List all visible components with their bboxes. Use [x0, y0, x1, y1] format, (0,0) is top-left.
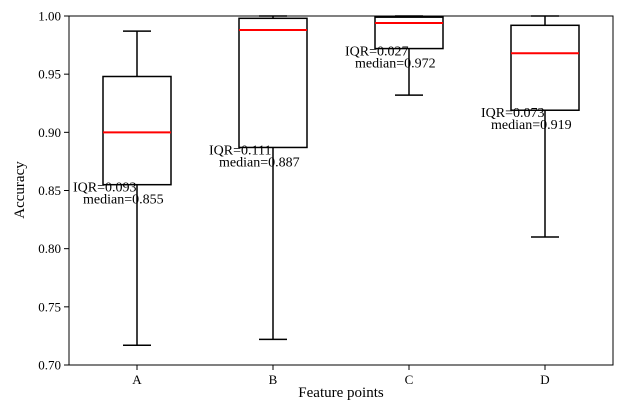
iqr-annotation: IQR=0.073: [481, 106, 545, 121]
iqr-box: [102, 75, 172, 186]
y-tick-label: 0.85: [38, 183, 61, 198]
median-annotation: median=0.972: [355, 57, 436, 72]
x-tick-label: C: [405, 372, 414, 387]
iqr-box: [238, 17, 308, 149]
iqr-box: [510, 24, 580, 111]
y-tick-label: 0.70: [38, 358, 61, 373]
median-annotation: median=0.855: [83, 193, 164, 208]
plot-area-frame: [68, 15, 614, 366]
iqr-annotation: IQR=0.027: [345, 45, 409, 60]
y-axis-label: Accuracy: [12, 161, 28, 219]
median-annotation: median=0.919: [491, 118, 572, 133]
y-tick-label: 1.00: [38, 9, 61, 24]
x-axis: A B C D: [132, 365, 550, 387]
box-d: [510, 15, 580, 238]
y-tick-label: 0.75: [38, 299, 61, 314]
median-annotation: median=0.887: [219, 155, 300, 170]
iqr-box: [374, 16, 444, 50]
y-axis: 0.70 0.75 0.80 0.85 0.90 0.95 1.00: [38, 9, 69, 373]
y-tick-label: 0.90: [38, 125, 61, 140]
iqr-annotation: IQR=0.111: [209, 143, 271, 158]
x-axis-label: Feature points: [298, 385, 384, 401]
box-series: [102, 15, 580, 346]
x-tick-label: D: [540, 372, 549, 387]
box-a: [102, 30, 172, 346]
x-tick-label: A: [132, 372, 142, 387]
box-c: [374, 15, 444, 96]
iqr-annotation: IQR=0.093: [73, 181, 137, 196]
y-tick-label: 0.80: [38, 241, 61, 256]
box-b: [238, 15, 308, 341]
x-tick-label: B: [269, 372, 278, 387]
y-tick-label: 0.95: [38, 67, 61, 82]
